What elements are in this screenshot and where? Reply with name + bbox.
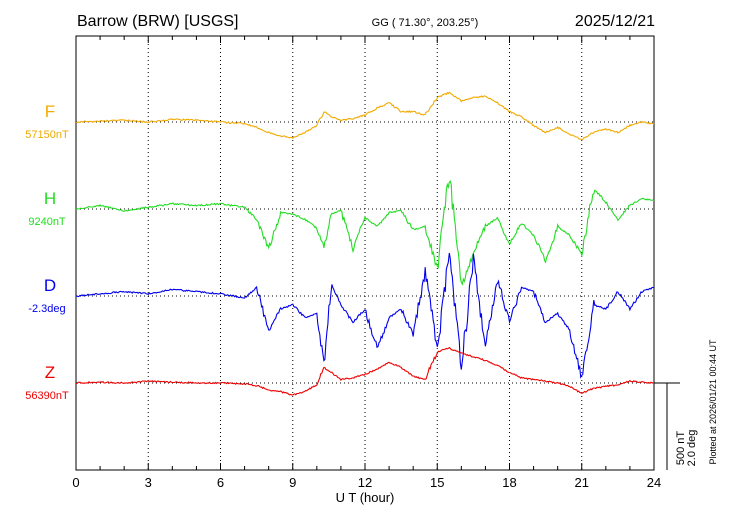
x-tick-label: 18 [502,475,516,490]
station-coords: GG ( 71.30°, 203.25°) [372,17,479,29]
series-baseline-d: -2.3deg [28,303,65,315]
x-tick-label: 15 [430,475,444,490]
series-baseline-z: 56390nT [25,390,69,402]
scale-deg-label: 2.0 deg [686,430,698,467]
date-label: 2025/12/21 [575,13,655,30]
x-axis-ticks: 0 3 6 9 12 15 18 21 24 [72,36,661,490]
x-tick-label: 24 [647,475,661,490]
series-baseline-f: 57150nT [25,129,69,141]
series-baseline-h: 9240nT [28,216,66,228]
series-line-d [75,252,655,379]
x-tick-label: 12 [358,475,372,490]
series-line-h [75,180,655,286]
x-axis-label: U T (hour) [336,490,395,505]
series-name-h: H [44,189,56,208]
series-labels: F 57150nT H 9240nT D -2.3deg Z 56390nT [25,102,69,402]
x-tick-label: 3 [145,475,152,490]
series-name-d: D [44,276,56,295]
plotted-at-label: Plotted at 2026/01/21 00:44 UT [708,339,718,465]
x-tick-label: 9 [289,475,296,490]
series-line-f [75,91,655,141]
x-tick-label: 6 [217,475,224,490]
grid [76,36,654,470]
series-name-z: Z [45,363,55,382]
station-title: Barrow (BRW) [USGS] [77,13,239,30]
series-lines [75,91,655,396]
scale-nt-label: 500 nT [675,431,687,466]
series-name-f: F [45,102,55,121]
x-tick-label: 0 [72,475,79,490]
series-line-z [76,346,655,396]
x-tick-label: 21 [575,475,589,490]
